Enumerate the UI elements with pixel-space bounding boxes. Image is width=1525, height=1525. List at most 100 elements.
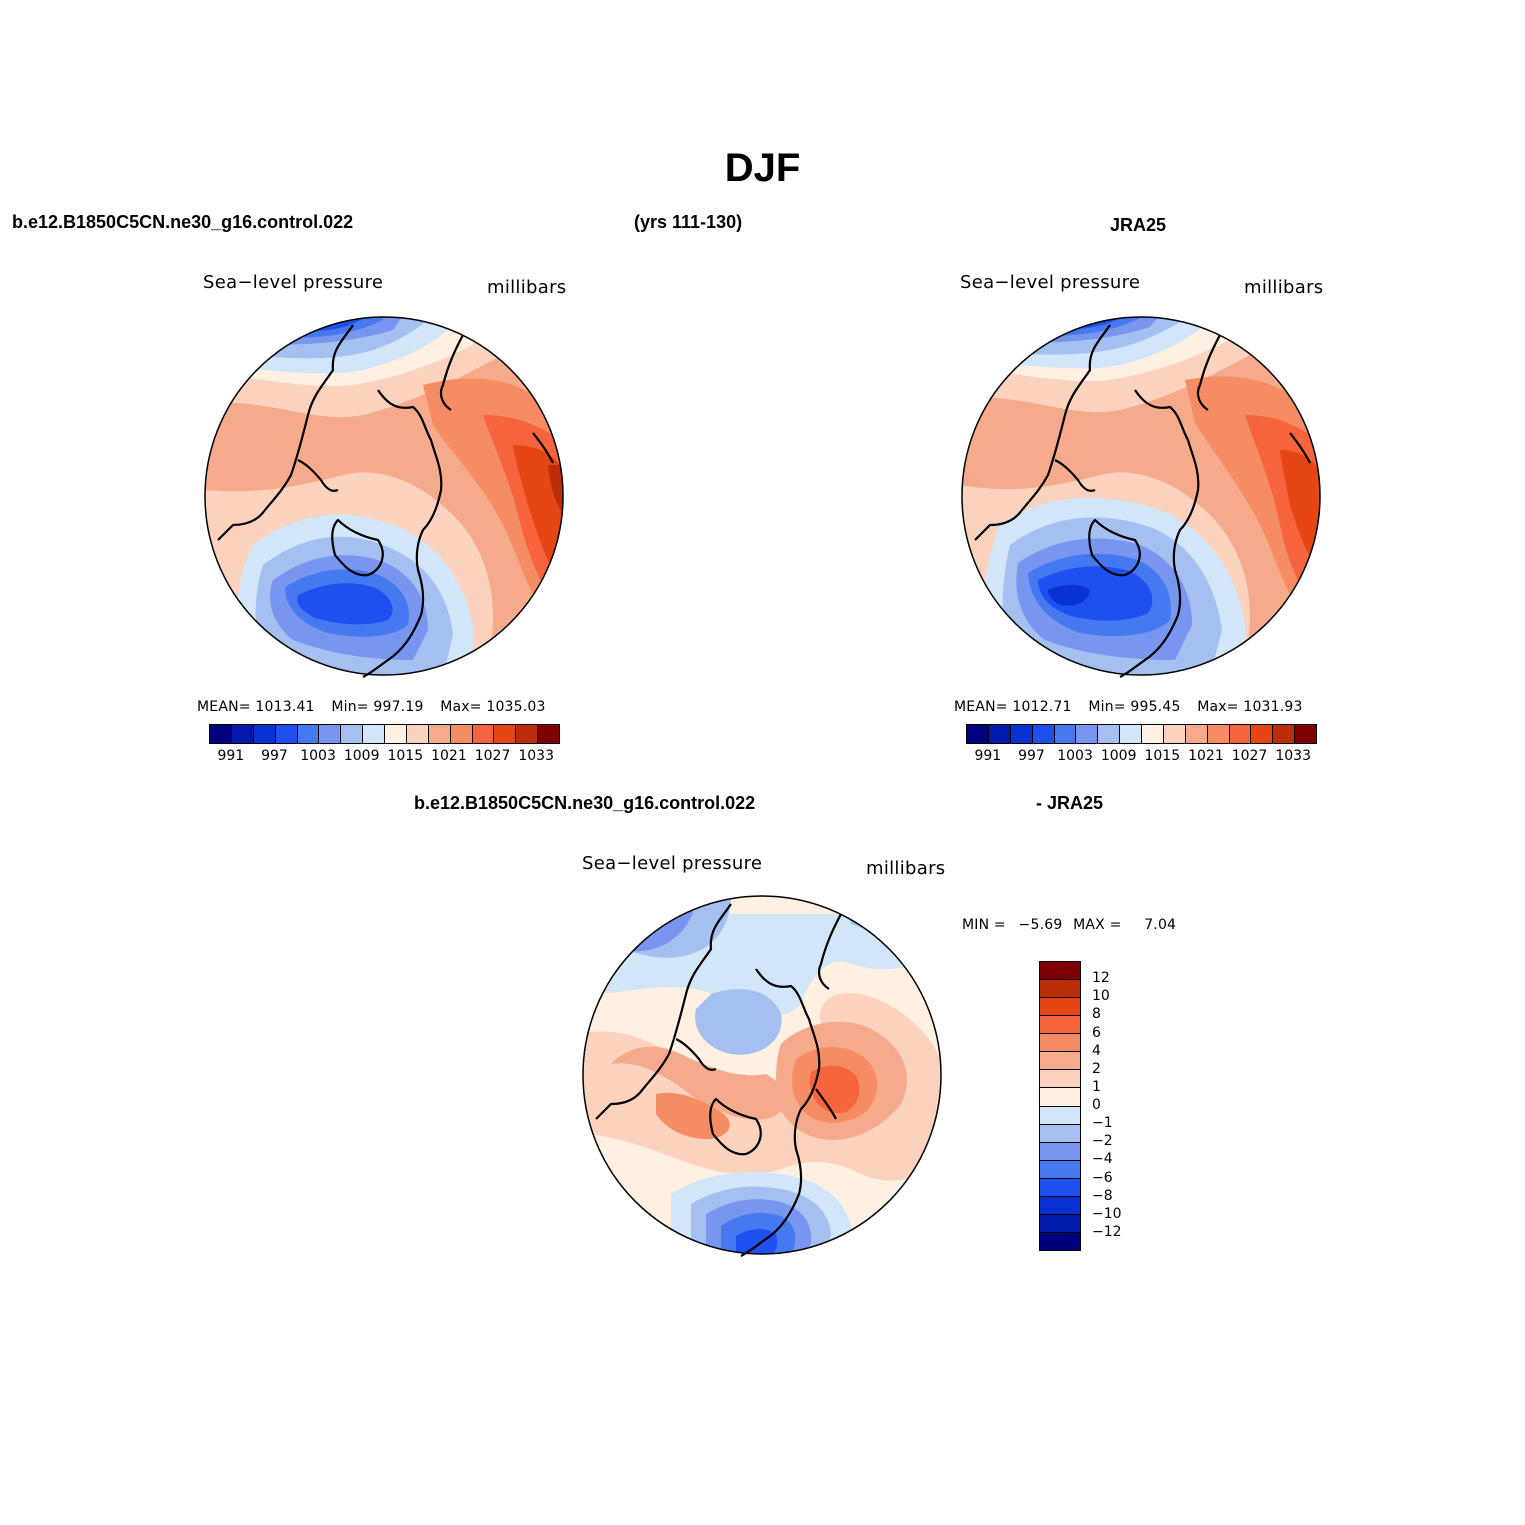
coastlines: [974, 324, 1311, 678]
colorbar-tick-label: 991: [217, 748, 245, 764]
colorbar-swatch: [1054, 725, 1077, 743]
model-max-label: Max=: [440, 699, 482, 715]
diff-min-label: MIN =: [962, 917, 1006, 933]
diff-obs-header: - JRA25: [1036, 793, 1104, 813]
map-field-icelandic-low: [1038, 566, 1153, 621]
colorbar-tick-label: −12: [1092, 1223, 1122, 1240]
colorbar-tick-label: 1003: [1057, 748, 1093, 764]
colorbar-tick-label: 997: [1018, 748, 1045, 764]
colorbar-swatch: [1295, 725, 1316, 743]
colorbar-swatch: [297, 725, 320, 743]
map-field-max: [548, 465, 563, 515]
diff-polar-map: [582, 895, 942, 1257]
colorbar-swatch: [1040, 1232, 1080, 1250]
map-field-neg-arctic: [695, 989, 782, 1055]
colorbar-swatch: [1040, 980, 1080, 999]
diff-colorbar: [1039, 961, 1081, 1251]
colorbar-tick-label: 6: [1092, 1024, 1101, 1041]
colorbar-tick-label: 0: [1092, 1097, 1101, 1113]
colorbar-tick-label: 1015: [387, 748, 424, 764]
colorbar-swatch: [1040, 1052, 1080, 1071]
diff-stats: MIN = −5.69 MAX = 7.04: [962, 917, 1176, 933]
map-boundary: [582, 895, 942, 1255]
coastlines: [217, 324, 554, 678]
colorbar-swatch: [231, 725, 254, 743]
colorbar-tick-label: 1021: [431, 748, 467, 764]
colorbar-swatch: [1076, 725, 1099, 743]
colorbar-tick-label: 1009: [1100, 748, 1137, 764]
colorbar-tick-label: 991: [974, 748, 1002, 764]
map-field-pos-greenland: [611, 1046, 787, 1120]
colorbar-tick-label: 997: [261, 748, 288, 764]
colorbar-swatch: [1229, 725, 1252, 743]
colorbar-swatch: [1040, 1016, 1080, 1035]
coastline-eurasia: [740, 968, 821, 1257]
colorbar-swatch: [1040, 1214, 1080, 1233]
model-units-label: millibars: [487, 277, 567, 298]
colorbar-tick-label: 12: [1092, 970, 1110, 987]
obs-units-label: millibars: [1244, 277, 1324, 298]
years-header: (yrs 111-130): [634, 212, 743, 232]
coastline-arctic-islands: [675, 1038, 717, 1071]
colorbar-swatch: [1032, 725, 1055, 743]
colorbar-swatch: [1251, 725, 1274, 743]
obs-mean-label: MEAN=: [954, 699, 1008, 715]
model-min-label: Min=: [331, 699, 369, 715]
map-field-icelandic-min: [1048, 584, 1090, 606]
model-colorbar: [209, 724, 560, 744]
coastline-arctic-islands: [1054, 459, 1096, 492]
colorbar-swatch: [1040, 1178, 1080, 1197]
colorbar-swatch: [319, 725, 342, 743]
colorbar-swatch: [967, 725, 989, 743]
colorbar-swatch: [494, 725, 517, 743]
model-colorbar-ticks: 991 997 1003 1009 1015 1021 1027 1033: [209, 748, 558, 768]
coastline-sakhalin: [815, 1088, 837, 1120]
diff-variable-label: Sea−level pressure: [582, 853, 763, 874]
coastlines: [595, 903, 842, 1257]
coastline-sakhalin: [532, 432, 554, 464]
obs-variable-label: Sea−level pressure: [960, 272, 1141, 293]
model-mean-value: 1013.41: [255, 699, 315, 715]
colorbar-swatch: [450, 725, 473, 743]
colorbar-swatch: [1040, 1142, 1080, 1161]
map-field-icelandic-low: [297, 583, 393, 625]
coastline-north-america: [217, 324, 354, 541]
colorbar-tick-label: −10: [1092, 1205, 1122, 1222]
map-field-pos-eurasia-core: [809, 1065, 860, 1114]
colorbar-swatch: [210, 725, 232, 743]
colorbar-swatch: [341, 725, 364, 743]
colorbar-swatch: [1040, 1070, 1080, 1089]
colorbar-swatch: [1040, 1106, 1080, 1125]
model-polar-map: [204, 316, 564, 678]
diff-case-header: b.e12.B1850C5CN.ne30_g16.control.022: [414, 793, 756, 813]
colorbar-swatch: [1120, 725, 1142, 743]
colorbar-swatch: [275, 725, 298, 743]
coastline-eurasia: [362, 389, 443, 678]
colorbar-tick-label: 1027: [474, 748, 511, 764]
colorbar-swatch: [538, 725, 559, 743]
obs-colorbar: [966, 724, 1317, 744]
colorbar-swatch: [1273, 725, 1296, 743]
obs-polar-map: [961, 316, 1321, 678]
colorbar-swatch: [988, 725, 1011, 743]
colorbar-swatch: [1040, 1088, 1080, 1107]
colorbar-tick-label: 1009: [343, 748, 380, 764]
colorbar-tick-label: 4: [1092, 1042, 1101, 1059]
colorbar-tick-label: 10: [1092, 988, 1110, 1005]
model-min-value: 997.19: [373, 699, 424, 715]
colorbar-swatch: [1185, 725, 1208, 743]
colorbar-swatch: [363, 725, 385, 743]
colorbar-swatch: [472, 725, 495, 743]
colorbar-swatch: [385, 725, 407, 743]
obs-min-label: Min=: [1088, 699, 1126, 715]
colorbar-swatch: [1040, 998, 1080, 1017]
figure-title: DJF: [724, 146, 801, 190]
colorbar-swatch: [1040, 962, 1080, 981]
colorbar-swatch: [253, 725, 276, 743]
colorbar-tick-label: −8: [1092, 1187, 1113, 1204]
obs-header: JRA25: [1110, 215, 1167, 235]
diff-max-value: 7.04: [1144, 917, 1177, 933]
colorbar-swatch: [1040, 1196, 1080, 1215]
colorbar-tick-label: −6: [1092, 1169, 1113, 1186]
coastline-greenland: [709, 1097, 762, 1156]
